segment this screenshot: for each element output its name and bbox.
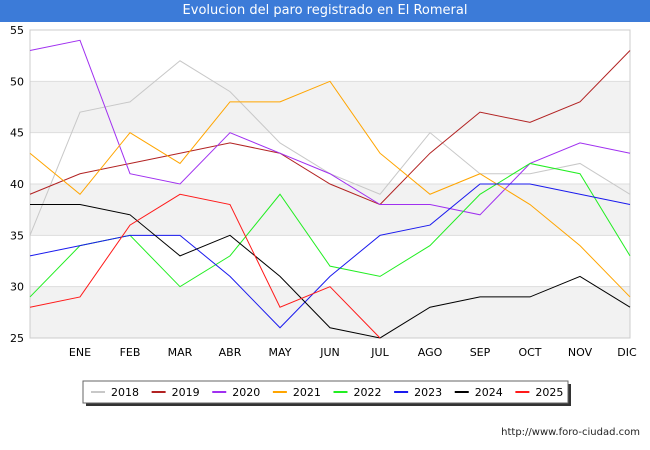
series-line-2023 [29,183,631,329]
x-tick-label: ABR [219,346,242,359]
y-tick-label: 30 [10,281,24,294]
plot-border [29,29,631,339]
x-tick-label: MAY [269,346,292,359]
legend: 2018 2019 2020 2021 2022 2023 2024 2025 [82,380,571,406]
legend-label-2019: 2019 [172,386,200,399]
x-tick-label: NOV [568,346,593,359]
legend-label-2024: 2024 [475,386,503,399]
y-tick-label: 40 [10,178,24,191]
y-tick-label: 45 [10,127,24,140]
x-tick-label: SEP [470,346,491,359]
y-tick-label: 25 [10,332,24,345]
x-tick-labels: ENE FEB MAR ABR MAY JUN JUL AGO SEP OCT NOV DIC [69,346,637,359]
grid-band [30,81,630,133]
x-tick-label: JUN [319,346,340,359]
series-line-2024 [30,204,631,339]
legend-label-2023: 2023 [414,386,442,399]
source-url: http://www.foro-ciudad.com [501,427,640,438]
x-tick-label: FEB [120,346,141,359]
x-tick-label: MAR [168,346,193,359]
legend-label-2020: 2020 [232,386,260,399]
legend-label-2021: 2021 [293,386,321,399]
series-lines [29,39,631,339]
legend-label-2018: 2018 [111,386,139,399]
x-tick-label: DIC [617,346,637,359]
grid-band [30,286,630,338]
grid-bands [30,81,630,338]
y-tick-labels: 25 30 35 40 45 50 55 [10,24,24,345]
series-line-2019 [29,50,631,206]
x-tick-label: AGO [418,346,443,359]
legend-label-2022: 2022 [354,386,382,399]
legend-label-2025: 2025 [535,386,563,399]
axes [29,29,631,339]
x-tick-label: OCT [518,346,541,359]
grid-band [30,184,630,236]
series-line-2025 [29,193,381,339]
series-line-2021 [29,80,631,298]
x-tick-label: JUL [370,346,389,359]
legend-box [82,380,569,404]
y-tick-label: 35 [10,229,24,242]
x-tick-label: ENE [69,346,91,359]
chart-title: Evolucion del paro registrado en El Rome… [0,0,650,22]
y-tick-label: 55 [10,24,24,37]
y-tick-label: 50 [10,75,24,88]
